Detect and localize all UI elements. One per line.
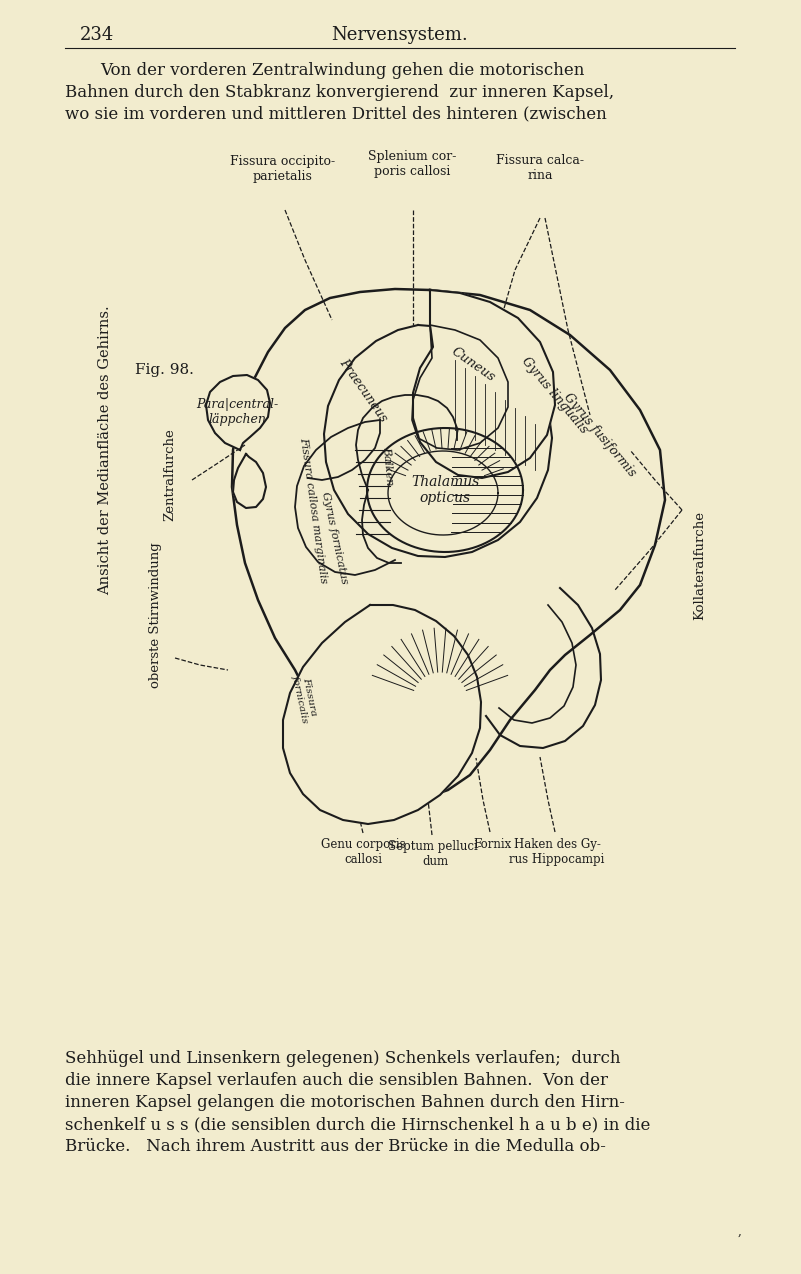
- Text: Septum pelluci-
dum: Septum pelluci- dum: [388, 840, 482, 868]
- Text: Zentralfurche: Zentralfurche: [163, 428, 176, 521]
- Text: die innere Kapsel verlaufen auch die sensiblen Bahnen.  Von der: die innere Kapsel verlaufen auch die sen…: [65, 1071, 608, 1089]
- Text: Fissura callosa marginalis: Fissura callosa marginalis: [298, 436, 328, 583]
- Text: Cuneus: Cuneus: [449, 345, 497, 385]
- Text: Brücke.   Nach ihrem Austritt aus der Brücke in die Medulla ob-: Brücke. Nach ihrem Austritt aus der Brüc…: [65, 1138, 606, 1156]
- Text: Nervensystem.: Nervensystem.: [332, 25, 469, 45]
- Text: Haken des Gy-
rus Hippocampi: Haken des Gy- rus Hippocampi: [509, 838, 605, 866]
- Text: Fornix: Fornix: [473, 838, 511, 851]
- Polygon shape: [233, 454, 266, 508]
- Text: Fissura
fornicalis: Fissura fornicalis: [291, 671, 320, 724]
- Polygon shape: [367, 428, 523, 552]
- Text: Kollateralfurche: Kollateralfurche: [694, 511, 706, 619]
- Text: Genu corporis
callosi: Genu corporis callosi: [320, 838, 405, 866]
- Text: Sehhügel und Linsenkern gelegenen) Schenkels verlaufen;  durch: Sehhügel und Linsenkern gelegenen) Schen…: [65, 1050, 621, 1068]
- Text: inneren Kapsel gelangen die motorischen Bahnen durch den Hirn-: inneren Kapsel gelangen die motorischen …: [65, 1094, 625, 1111]
- Text: Thalamus
opticus: Thalamus opticus: [411, 475, 479, 505]
- Text: Ansicht der Medianfläche des Gehirns.: Ansicht der Medianfläche des Gehirns.: [98, 306, 112, 595]
- Text: Fig. 98.: Fig. 98.: [135, 363, 194, 377]
- Text: oberste Stirnwindung: oberste Stirnwindung: [148, 543, 162, 688]
- Text: ,: ,: [738, 1226, 742, 1238]
- Text: Balken: Balken: [381, 446, 395, 485]
- Text: Bahnen durch den Stabkranz konvergierend  zur inneren Kapsel,: Bahnen durch den Stabkranz konvergierend…: [65, 84, 614, 101]
- Polygon shape: [283, 605, 481, 824]
- Text: Splenium cor-
poris callosi: Splenium cor- poris callosi: [368, 150, 457, 178]
- Polygon shape: [413, 290, 555, 478]
- Text: Gyrus fornicatus: Gyrus fornicatus: [320, 490, 350, 585]
- Text: 234: 234: [80, 25, 115, 45]
- Text: Fissura calca-
rina: Fissura calca- rina: [496, 154, 584, 182]
- Text: Para|central-
läppchen: Para|central- läppchen: [196, 397, 278, 426]
- Text: schenkelf u s s (die sensiblen durch die Hirnschenkel h a u b e) in die: schenkelf u s s (die sensiblen durch die…: [65, 1116, 650, 1133]
- Polygon shape: [206, 375, 270, 450]
- Text: Praecuneus: Praecuneus: [336, 355, 389, 424]
- Text: Fissura occipito-
parietalis: Fissura occipito- parietalis: [231, 155, 336, 183]
- Text: Gyrus fusiformis: Gyrus fusiformis: [562, 391, 638, 479]
- Text: Von der vorderen Zentralwindung gehen die mo​to​ri​schen: Von der vorderen Zentralwindung gehen di…: [100, 62, 585, 79]
- Text: wo sie im vorderen und mittleren Drittel des hinteren (zwischen: wo sie im vorderen und mittleren Drittel…: [65, 104, 606, 122]
- Polygon shape: [232, 289, 665, 798]
- Text: Gyrus lingualis: Gyrus lingualis: [519, 354, 590, 436]
- Polygon shape: [324, 325, 552, 557]
